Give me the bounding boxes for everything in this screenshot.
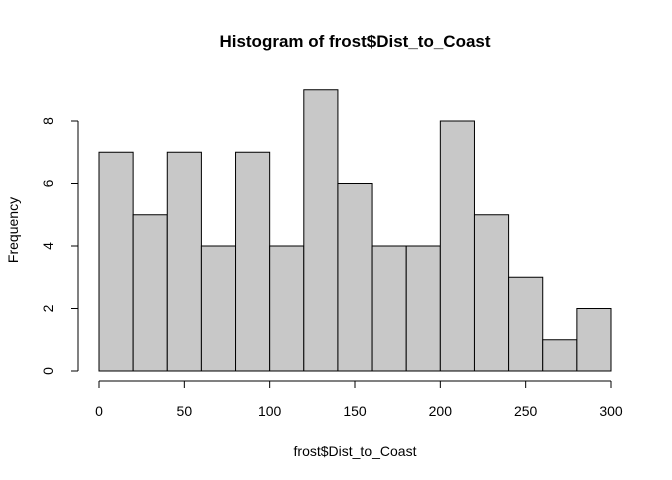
bars-group	[98, 89, 612, 372]
x-axis-label: frost$Dist_to_Coast	[294, 443, 417, 459]
x-axis: 0 50 100 150 200 250 300	[95, 380, 623, 419]
histogram-bar	[576, 308, 612, 372]
y-axis-label: Frequency	[5, 197, 21, 263]
chart-title: Histogram of frost$Dist_to_Coast	[219, 32, 490, 51]
x-tick-label: 200	[429, 403, 453, 419]
histogram-bar	[337, 183, 373, 372]
x-tick-label: 0	[95, 403, 103, 419]
y-tick-label: 2	[40, 304, 56, 312]
histogram-bar	[508, 276, 544, 372]
x-tick-label: 300	[599, 403, 623, 419]
y-tick-label: 4	[40, 242, 56, 250]
histogram-bar	[439, 120, 475, 372]
histogram-bar	[542, 339, 578, 372]
histogram-bar	[405, 245, 441, 372]
histogram-bar	[473, 214, 510, 372]
x-tick-label: 50	[177, 403, 193, 419]
histogram-bar	[371, 245, 407, 372]
histogram-bar	[269, 245, 305, 372]
y-axis: 0 2 4 6 8	[40, 117, 79, 375]
histogram-bar	[98, 151, 134, 372]
histogram-bar	[166, 151, 202, 372]
x-tick-label: 100	[258, 403, 282, 419]
y-tick-label: 0	[40, 367, 56, 375]
y-tick-label: 6	[40, 179, 56, 187]
histogram-bar	[235, 151, 271, 372]
x-tick-label: 150	[343, 403, 367, 419]
histogram-bar	[200, 245, 237, 372]
histogram-bar	[132, 214, 168, 372]
histogram-bar	[303, 89, 339, 372]
y-tick-label: 8	[40, 117, 56, 125]
x-tick-label: 250	[514, 403, 538, 419]
